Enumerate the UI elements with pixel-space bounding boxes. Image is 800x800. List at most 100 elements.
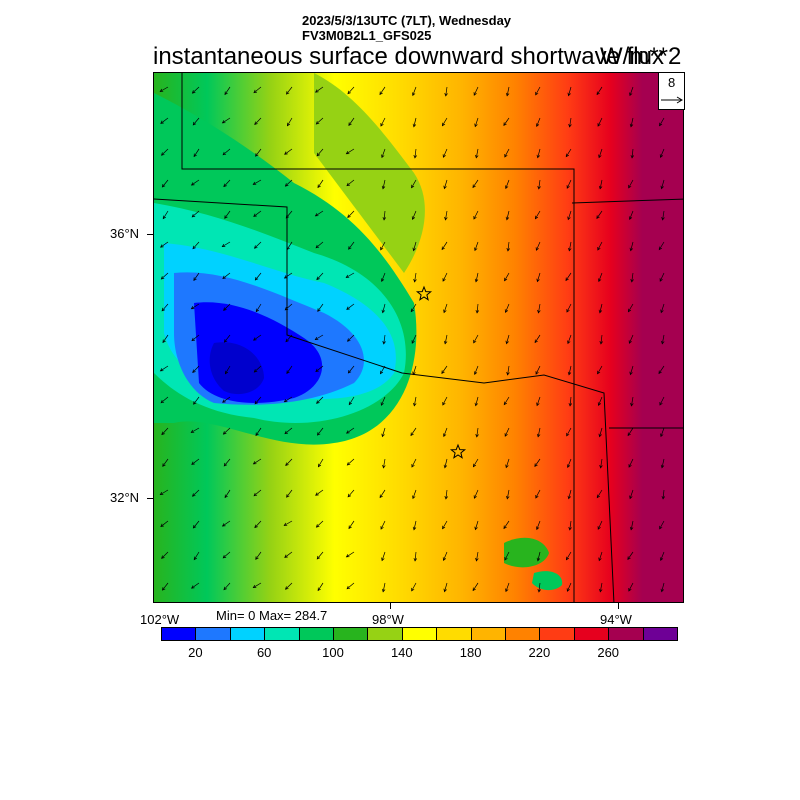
wind-arrow-icon <box>537 303 541 314</box>
wind-arrow-icon <box>222 551 231 559</box>
wind-arrow-icon <box>162 210 169 220</box>
wind-arrow-icon <box>193 551 200 561</box>
wind-arrow-icon <box>317 582 324 592</box>
wind-arrow-icon <box>598 148 603 159</box>
wind-arrow-icon <box>285 210 293 219</box>
wind-arrow-icon <box>285 582 293 590</box>
wind-arrow-icon <box>503 396 510 406</box>
wind-arrow-icon <box>346 582 355 590</box>
colorbar-label: 220 <box>528 645 551 660</box>
wind-arrow-icon <box>472 458 479 468</box>
wind-arrow-icon <box>317 458 324 468</box>
wind-arrow-icon <box>441 117 448 127</box>
wind-arrow-icon <box>284 179 293 187</box>
wind-arrow-icon <box>316 148 324 157</box>
lon-tick <box>390 603 391 609</box>
colorbar-swatch <box>367 627 403 641</box>
wind-arrow-icon <box>473 210 479 220</box>
wind-arrow-icon <box>660 427 665 438</box>
wind-arrow-icon <box>659 520 665 530</box>
wind-arrow-icon <box>285 334 293 343</box>
wind-arrow-icon <box>534 458 541 467</box>
wind-arrow-icon <box>505 458 510 469</box>
wind-arrow-icon <box>505 86 510 97</box>
wind-arrow-icon <box>382 334 386 345</box>
wind-arrow-icon <box>380 117 386 127</box>
wind-arrow-icon <box>255 148 262 157</box>
wind-arrow-icon <box>252 458 262 465</box>
wind-arrow-icon <box>536 396 541 407</box>
lat-tick <box>147 498 153 499</box>
wind-arrow-icon <box>253 334 262 341</box>
wind-arrow-icon <box>347 489 355 498</box>
wind-arrow-icon <box>443 179 448 190</box>
colorbar-swatch <box>161 627 197 641</box>
wind-arrow-icon <box>472 179 479 189</box>
wind-arrow-icon <box>345 272 355 278</box>
star-icon <box>415 285 433 301</box>
wind-arrow-icon <box>253 210 262 217</box>
wind-arrow-icon <box>567 365 572 376</box>
wind-arrow-icon <box>506 241 510 252</box>
wind-arrow-icon <box>315 520 324 528</box>
wind-arrow-icon <box>222 148 231 156</box>
wind-arrow-icon <box>629 241 634 252</box>
wind-arrow-icon <box>411 210 417 220</box>
wind-arrow-icon <box>314 334 324 341</box>
wind-arrow-icon <box>412 241 417 252</box>
wind-arrow-icon <box>412 86 417 97</box>
colorbar-swatch <box>470 627 506 641</box>
wind-arrow-icon <box>565 551 572 561</box>
wind-arrow-icon <box>159 489 169 496</box>
wind-arrow-icon <box>224 365 231 375</box>
cloud-cover-blobs <box>154 73 563 591</box>
wind-arrow-icon <box>566 303 572 313</box>
wind-arrow-icon <box>224 86 231 96</box>
wind-arrow-icon <box>535 489 541 499</box>
reference-arrow-icon <box>661 96 683 104</box>
wind-arrow-icon <box>316 551 324 560</box>
wind-arrow-icon <box>506 489 510 500</box>
wind-arrow-icon <box>286 489 293 498</box>
wind-arrow-icon <box>254 241 262 249</box>
wind-arrow-icon <box>536 520 541 531</box>
wind-arrow-icon <box>442 148 448 158</box>
wind-arrow-icon <box>191 334 200 342</box>
wind-arrow-icon <box>627 551 634 560</box>
wind-arrow-icon <box>253 365 262 373</box>
wind-arrow-icon <box>660 582 665 593</box>
wind-arrow-icon <box>658 365 665 375</box>
wind-arrow-icon <box>598 303 603 314</box>
wind-arrow-icon <box>568 241 572 252</box>
wind-arrow-icon <box>159 86 169 92</box>
wind-arrow-icon <box>599 582 603 593</box>
header-model: FV3M0B2L1_GFS025 <box>302 28 432 43</box>
wind-arrow-icon <box>284 148 293 155</box>
wind-arrow-icon <box>568 520 572 531</box>
wind-arrow-icon <box>348 117 355 126</box>
wind-arrow-icon <box>348 520 355 530</box>
wind-arrow-icon <box>252 179 262 185</box>
colorbar-swatch <box>573 627 610 641</box>
wind-arrow-icon <box>193 272 200 281</box>
wind-arrow-icon <box>347 210 355 218</box>
wind-arrow-icon <box>504 148 510 158</box>
wind-arrow-icon <box>286 241 293 251</box>
wind-arrow-icon <box>443 427 448 438</box>
wind-arrow-icon <box>315 86 324 93</box>
wind-arrow-icon <box>224 489 231 499</box>
wind-arrow-icon <box>283 396 293 403</box>
wind-arrow-icon <box>474 272 479 283</box>
wind-arrow-icon <box>598 179 603 190</box>
wind-arrow-icon <box>411 179 417 189</box>
wind-arrow-icon <box>659 272 665 282</box>
wind-arrow-icon <box>598 551 603 562</box>
wind-arrow-icon <box>535 365 541 375</box>
wind-arrow-icon <box>628 179 634 189</box>
wind-arrow-icon <box>253 489 262 497</box>
star-icon <box>449 443 467 459</box>
wind-arrow-icon <box>380 241 386 251</box>
wind-arrow-icon <box>191 458 200 465</box>
wind-arrow-icon <box>411 458 417 468</box>
wind-arrow-icon <box>628 582 634 592</box>
